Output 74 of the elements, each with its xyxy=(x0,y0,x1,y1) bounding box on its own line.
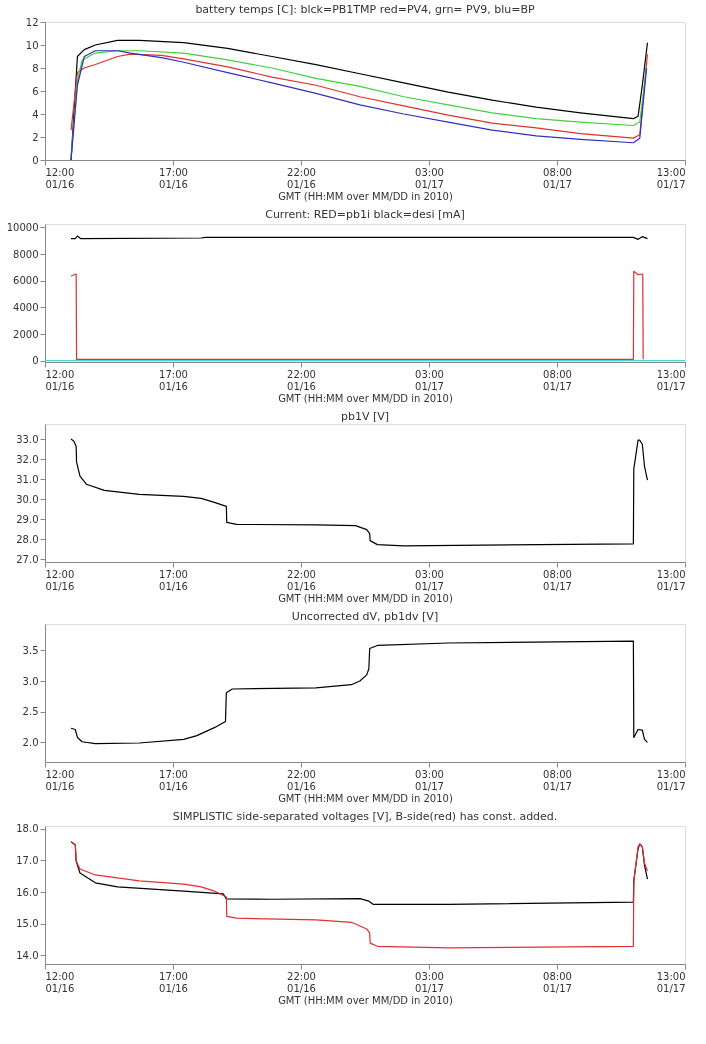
y-tick-label: 0 xyxy=(32,154,39,166)
x-tick-label: 08:00 01/17 xyxy=(543,970,572,994)
y-tick-label: 18.0 xyxy=(16,823,39,835)
x-tick-label: 12:00 01/16 xyxy=(45,568,75,592)
y-tick-label: 29.0 xyxy=(16,513,39,525)
y-tick-label: 30.0 xyxy=(16,493,39,505)
y-tick-label: 4 xyxy=(32,108,39,120)
x-tick-label: 13:00 01/17 xyxy=(656,568,686,592)
x-tick-label: 22:00 01/16 xyxy=(287,970,316,994)
x-axis-title: GMT (HH:MM over MM/DD in 2010) xyxy=(278,592,453,604)
y-tick-label: 12 xyxy=(25,16,39,28)
x-tick-label: 17:00 01/16 xyxy=(159,768,188,792)
x-tick-label: 22:00 01/16 xyxy=(287,368,316,392)
y-tick-label: 2 xyxy=(32,131,39,143)
x-tick-label: 17:00 01/16 xyxy=(159,368,188,392)
line-series xyxy=(70,438,649,547)
y-tick-label: 4000 xyxy=(13,301,39,313)
line-series xyxy=(70,53,649,139)
y-tick-label: 8 xyxy=(32,62,39,74)
line-series xyxy=(70,640,649,745)
x-tick-label: 03:00 01/17 xyxy=(415,568,444,592)
x-tick-label: 17:00 01/16 xyxy=(159,166,188,190)
x-tick-label: 08:00 01/17 xyxy=(543,768,572,792)
x-tick-label: 03:00 01/17 xyxy=(415,970,444,994)
x-tick-label: 22:00 01/16 xyxy=(287,768,316,792)
y-tick-label: 31.0 xyxy=(16,473,39,485)
x-tick-label: 13:00 01/17 xyxy=(656,368,686,392)
y-tick-label: 32.0 xyxy=(16,453,39,465)
y-tick-label: 3.5 xyxy=(22,644,39,656)
y-tick-label: 8000 xyxy=(13,248,39,260)
x-tick-label: 12:00 01/16 xyxy=(45,368,75,392)
x-axis-title: GMT (HH:MM over MM/DD in 2010) xyxy=(278,392,453,404)
y-tick-label: 16.0 xyxy=(16,886,39,898)
chart-title: Current: RED=pb1i black=desi [mA] xyxy=(265,208,465,222)
x-tick-label: 13:00 01/17 xyxy=(656,970,686,994)
y-tick-label: 6 xyxy=(32,85,39,97)
x-axis-title: GMT (HH:MM over MM/DD in 2010) xyxy=(278,994,453,1006)
x-tick-label: 22:00 01/16 xyxy=(287,166,316,190)
x-tick-label: 12:00 01/16 xyxy=(45,166,75,190)
x-tick-label: 17:00 01/16 xyxy=(159,970,188,994)
chart-title: battery temps [C]: blck=PB1TMP red=PV4, grn= PV9, blu=BP xyxy=(195,3,535,16)
y-tick-label: 14.0 xyxy=(16,949,39,961)
chart-title: SIMPLISTIC side-separated voltages [V], B-side(red) has const. added. xyxy=(172,809,558,823)
x-tick-label: 03:00 01/17 xyxy=(415,368,444,392)
y-tick-label: 6000 xyxy=(13,275,39,287)
y-tick-label: 17.0 xyxy=(16,854,39,866)
x-axis-title: GMT (HH:MM over MM/DD in 2010) xyxy=(278,190,453,202)
line-series xyxy=(70,841,649,949)
line-series xyxy=(70,270,644,360)
y-tick-label: 15.0 xyxy=(16,918,39,930)
y-tick-label: 33.0 xyxy=(16,433,39,445)
x-tick-label: 08:00 01/17 xyxy=(543,368,572,392)
y-tick-label: 27.0 xyxy=(16,553,39,565)
y-tick-label: 3.0 xyxy=(22,675,39,687)
x-tick-label: 08:00 01/17 xyxy=(543,166,572,190)
y-tick-label: 28.0 xyxy=(16,533,39,545)
y-tick-label: 2.0 xyxy=(22,736,39,748)
x-tick-label: 03:00 01/17 xyxy=(415,768,444,792)
x-tick-label: 13:00 01/17 xyxy=(656,166,686,190)
chart-title: pb1V [V] xyxy=(340,410,390,423)
chart-title: Uncorrected dV, pb1dv [V] xyxy=(291,610,439,623)
y-tick-label: 2.5 xyxy=(22,706,39,718)
y-tick-label: 0 xyxy=(32,355,39,367)
x-tick-label: 17:00 01/16 xyxy=(159,568,188,592)
y-tick-label: 10 xyxy=(25,39,39,51)
y-tick-label: 2000 xyxy=(13,328,39,340)
y-tick-label: 10000 xyxy=(6,221,39,233)
x-tick-label: 13:00 01/17 xyxy=(656,768,686,792)
x-tick-label: 12:00 01/16 xyxy=(45,768,75,792)
x-tick-label: 08:00 01/17 xyxy=(543,568,572,592)
x-tick-label: 22:00 01/16 xyxy=(287,568,316,592)
x-tick-label: 03:00 01/17 xyxy=(415,166,444,190)
x-axis-title: GMT (HH:MM over MM/DD in 2010) xyxy=(278,792,453,804)
x-tick-label: 12:00 01/16 xyxy=(45,970,75,994)
